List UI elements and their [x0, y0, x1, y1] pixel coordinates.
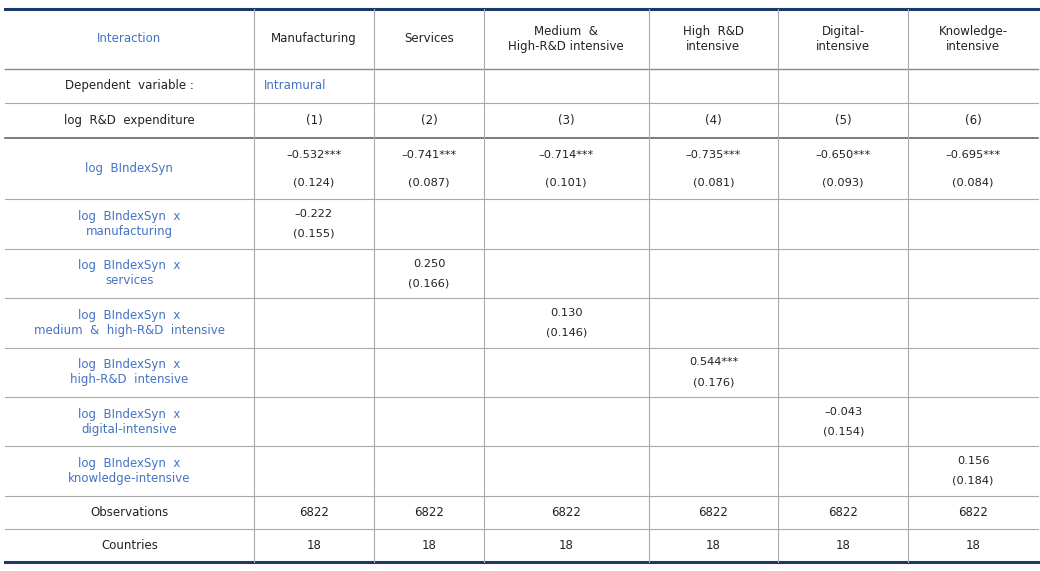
- Text: (0.154): (0.154): [823, 427, 864, 436]
- Text: Countries: Countries: [101, 539, 158, 552]
- Text: log  BIndexSyn  x
digital-intensive: log BIndexSyn x digital-intensive: [78, 408, 181, 436]
- Text: (5): (5): [835, 114, 852, 127]
- Text: High  R&D
intensive: High R&D intensive: [683, 25, 744, 53]
- Text: 18: 18: [836, 539, 851, 552]
- Text: 6822: 6822: [298, 506, 329, 519]
- Text: –0.735***: –0.735***: [685, 150, 742, 160]
- Text: 0.130: 0.130: [550, 308, 582, 318]
- Text: (0.081): (0.081): [693, 177, 734, 187]
- Text: (0.101): (0.101): [545, 177, 587, 187]
- Text: Knowledge-
intensive: Knowledge- intensive: [938, 25, 1008, 53]
- Text: Digital-
intensive: Digital- intensive: [816, 25, 870, 53]
- Text: log  BIndexSyn  x
medium  &  high-R&D  intensive: log BIndexSyn x medium & high-R&D intens…: [34, 309, 225, 337]
- Text: 18: 18: [706, 539, 721, 552]
- Text: –0.741***: –0.741***: [401, 150, 457, 160]
- Text: log  R&D  expenditure: log R&D expenditure: [64, 114, 194, 127]
- Text: 0.544***: 0.544***: [688, 357, 738, 367]
- Text: (6): (6): [965, 114, 982, 127]
- Text: (0.146): (0.146): [546, 328, 587, 337]
- Text: 6822: 6822: [551, 506, 581, 519]
- Text: (0.166): (0.166): [409, 279, 449, 288]
- Text: Dependent  variable :: Dependent variable :: [64, 79, 193, 93]
- Text: –0.650***: –0.650***: [815, 150, 870, 160]
- Text: 6822: 6822: [828, 506, 858, 519]
- Text: (2): (2): [420, 114, 438, 127]
- Text: 18: 18: [421, 539, 437, 552]
- Text: (0.124): (0.124): [293, 177, 335, 187]
- Text: (0.176): (0.176): [693, 377, 734, 387]
- Text: 6822: 6822: [699, 506, 728, 519]
- Text: 18: 18: [558, 539, 574, 552]
- Text: –0.532***: –0.532***: [286, 150, 341, 160]
- Text: (4): (4): [705, 114, 722, 127]
- Text: log  BIndexSyn: log BIndexSyn: [85, 162, 174, 175]
- Text: log  BIndexSyn  x
services: log BIndexSyn x services: [78, 259, 181, 287]
- Text: Observations: Observations: [90, 506, 168, 519]
- Text: –0.714***: –0.714***: [539, 150, 594, 160]
- Text: (1): (1): [306, 114, 322, 127]
- Text: (3): (3): [557, 114, 574, 127]
- Text: (0.184): (0.184): [953, 476, 993, 486]
- Text: 6822: 6822: [958, 506, 988, 519]
- Text: Intramural: Intramural: [264, 79, 327, 93]
- Text: log  BIndexSyn  x
knowledge-intensive: log BIndexSyn x knowledge-intensive: [68, 457, 190, 485]
- Text: Services: Services: [405, 32, 453, 45]
- Text: (0.093): (0.093): [823, 177, 864, 187]
- Text: Interaction: Interaction: [97, 32, 161, 45]
- Text: Medium  &
High-R&D intensive: Medium & High-R&D intensive: [509, 25, 624, 53]
- Text: –0.695***: –0.695***: [945, 150, 1000, 160]
- Text: (0.084): (0.084): [953, 177, 993, 187]
- Text: Manufacturing: Manufacturing: [271, 32, 357, 45]
- Text: –0.222: –0.222: [295, 209, 333, 219]
- Text: 18: 18: [965, 539, 981, 552]
- Text: (0.155): (0.155): [293, 229, 335, 239]
- Text: (0.087): (0.087): [409, 177, 449, 187]
- Text: 0.156: 0.156: [957, 456, 989, 466]
- Text: 18: 18: [307, 539, 321, 552]
- Text: log  BIndexSyn  x
high-R&D  intensive: log BIndexSyn x high-R&D intensive: [71, 358, 188, 386]
- Text: log  BIndexSyn  x
manufacturing: log BIndexSyn x manufacturing: [78, 210, 181, 238]
- Text: 0.250: 0.250: [413, 259, 445, 268]
- Text: 6822: 6822: [414, 506, 444, 519]
- Text: –0.043: –0.043: [824, 407, 862, 417]
